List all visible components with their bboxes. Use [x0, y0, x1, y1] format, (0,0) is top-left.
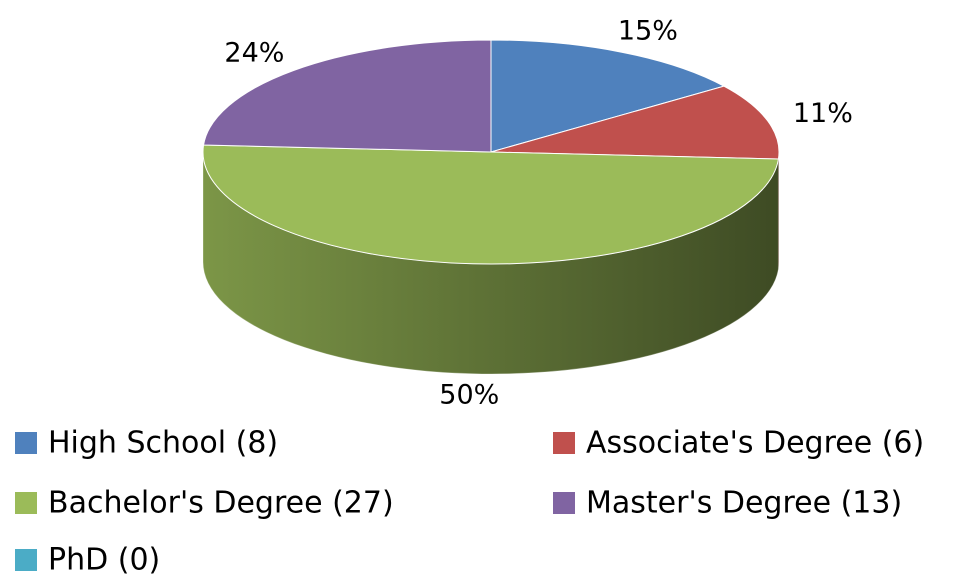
- legend-label: Associate's Degree (6): [586, 426, 924, 461]
- legend-swatch: [15, 492, 37, 514]
- data-label: 50%: [439, 380, 499, 411]
- slice: [490, 39, 726, 153]
- legend-label: Master's Degree (13): [586, 486, 902, 521]
- legend-swatch: [15, 432, 37, 454]
- data-label: 15%: [618, 16, 678, 47]
- slice: [202, 39, 492, 153]
- legend-swatch: [553, 432, 575, 454]
- legend-label: PhD (0): [48, 543, 160, 578]
- data-label: 11%: [793, 98, 853, 129]
- slice: [202, 144, 780, 265]
- data-label: 24%: [224, 38, 284, 69]
- legend-label: High School (8): [48, 426, 278, 461]
- legend-label: Bachelor's Degree (27): [48, 486, 394, 521]
- legend-swatch: [15, 549, 37, 571]
- legend-swatch: [553, 492, 575, 514]
- slice: [490, 85, 780, 160]
